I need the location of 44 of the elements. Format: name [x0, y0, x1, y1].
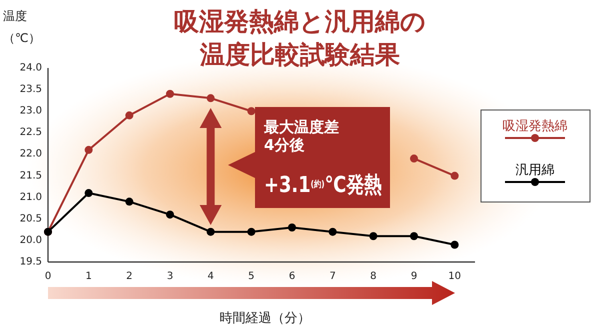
point	[410, 232, 418, 240]
annotation: 4分後	[264, 136, 304, 154]
x-tick-label: 1	[85, 271, 92, 282]
x-tick-label: 4	[207, 271, 214, 282]
point	[450, 240, 459, 249]
y-tick-label: 19.5	[20, 256, 42, 268]
point	[369, 232, 378, 240]
annotation: +3.1$^{(約)}$℃発熱	[264, 173, 396, 198]
chart-title: 吸湿発熱綿と汎用綿の温度比較試験結果	[174, 7, 426, 69]
point	[166, 90, 174, 98]
point	[84, 189, 93, 198]
point	[247, 228, 256, 236]
point	[125, 111, 134, 120]
point	[166, 210, 174, 219]
y-tick-label: 24.0	[20, 62, 42, 74]
point	[288, 224, 296, 232]
x-tick-label: 6	[288, 271, 296, 282]
y-tick-label: 21.0	[20, 192, 42, 203]
x-axis-title: 時間経過（分）	[220, 311, 310, 326]
y-tick-label: 20.0	[20, 234, 42, 246]
y-tick-label: 23.5	[20, 84, 42, 96]
y-tick-label: 21.5	[20, 170, 42, 182]
annotation: 最大温度差	[263, 118, 339, 136]
x-tick-label: 9	[410, 271, 418, 282]
x-tick-label: 3	[166, 271, 174, 282]
point	[125, 198, 134, 206]
point	[206, 94, 215, 102]
x-tick-label: 5	[248, 271, 255, 282]
point	[450, 172, 459, 180]
y-tick-label: 23.0	[20, 106, 42, 117]
point	[247, 107, 256, 116]
point	[410, 154, 418, 163]
x-tick-label: 10	[448, 271, 462, 282]
x-tick-label: 7	[329, 271, 336, 282]
point	[206, 228, 215, 236]
y-tick-label: 20.5	[20, 213, 42, 224]
point	[328, 228, 337, 236]
x-tick-label: 8	[370, 271, 377, 282]
y-tick-label: 22.5	[20, 127, 42, 138]
y-tick-label: 22.0	[20, 148, 42, 160]
x-tick-label: 0	[44, 271, 52, 282]
y-axis-title: 温度（℃）	[3, 9, 40, 45]
x-tick-label: 2	[126, 271, 133, 282]
point	[84, 146, 93, 154]
